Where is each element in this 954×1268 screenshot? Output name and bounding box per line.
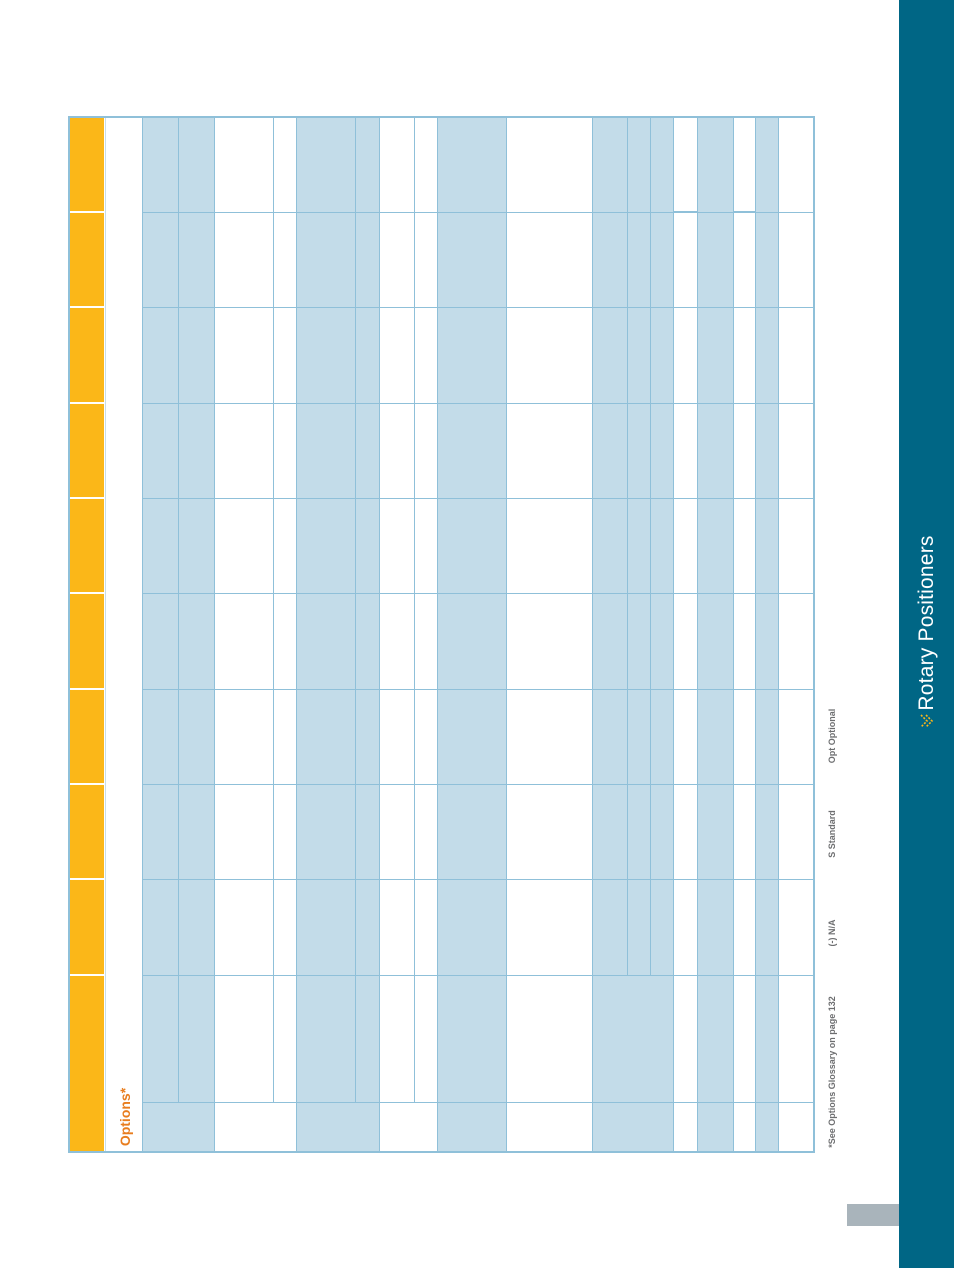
grid-line	[296, 118, 297, 1151]
grid-line	[414, 118, 415, 1102]
grid-line	[506, 118, 507, 1151]
grid-line	[142, 498, 813, 499]
shaded-band	[296, 118, 379, 1151]
table-title: Options*	[117, 1087, 133, 1147]
header-cell	[70, 404, 104, 497]
grid-line	[273, 118, 274, 1102]
grid-line	[673, 211, 697, 213]
grid-line	[650, 118, 651, 975]
grid-line	[755, 118, 756, 1151]
grid-line	[142, 879, 813, 880]
grid-line	[142, 118, 143, 1151]
page-number-tab	[847, 1204, 899, 1226]
grid-line	[214, 118, 215, 1151]
header-cell	[70, 594, 104, 688]
shaded-band	[592, 118, 673, 1151]
shaded-band	[437, 118, 506, 1151]
grid-line	[733, 118, 734, 1151]
grid-line	[142, 975, 813, 976]
grid-line	[142, 307, 813, 308]
sidebar	[899, 0, 954, 1268]
grid-line	[673, 118, 674, 1151]
grid-line	[142, 689, 813, 690]
grid-line	[697, 118, 698, 1151]
legend-optional: Opt Optional	[827, 708, 837, 764]
header-cell	[70, 880, 104, 974]
header-cell	[70, 213, 104, 306]
shaded-band	[755, 118, 778, 1151]
grid-line	[142, 212, 813, 213]
grid-line	[627, 118, 628, 975]
grid-line	[142, 403, 813, 404]
header-cell	[70, 690, 104, 783]
grid-line	[437, 118, 438, 1151]
header-cell	[70, 118, 104, 211]
grid-line	[778, 118, 779, 1151]
grid-line	[355, 118, 356, 1102]
section-title: Rotary Positioners	[915, 535, 938, 711]
grid-line	[142, 593, 813, 594]
grid-line	[142, 784, 813, 785]
grid-line	[379, 118, 380, 1151]
header-cell	[70, 308, 104, 402]
glossary-note: *See Options Glossary on page 132	[827, 996, 837, 1148]
legend-standard: S Standard	[827, 810, 837, 858]
grid-line	[142, 1102, 813, 1103]
grid-line	[105, 118, 106, 1151]
grid-line	[733, 211, 755, 213]
grid-line	[592, 118, 593, 1151]
shaded-band	[697, 118, 733, 1151]
grid-line	[178, 118, 179, 1102]
legend-na: (-) N/A	[827, 919, 837, 947]
chevron-right-icon	[920, 714, 934, 728]
header-cell	[70, 499, 104, 592]
header-cell	[70, 785, 104, 878]
header-cell	[70, 976, 104, 1151]
